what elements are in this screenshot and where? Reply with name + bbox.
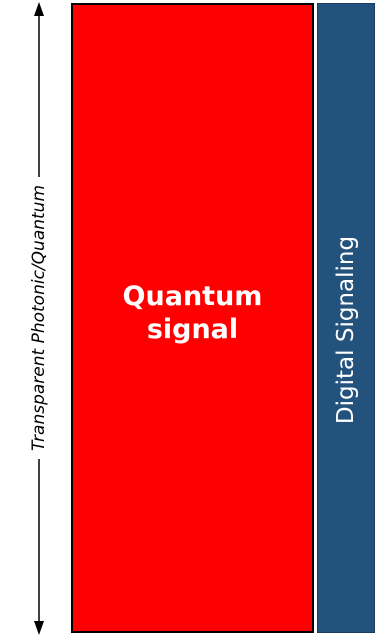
digital-signaling-label: Digital Signaling [333, 235, 359, 425]
axis-label: Transparent Photonic/Quantum [29, 176, 49, 460]
digital-signaling-block [317, 3, 375, 633]
quantum-signal-block [71, 3, 314, 633]
arrow-head-up-icon [34, 2, 44, 16]
quantum-signal-label: Quantum signal [71, 280, 314, 346]
quantum-signal-line1: Quantum [122, 281, 263, 312]
quantum-signal-line2: signal [146, 314, 239, 345]
arrow-head-down-icon [34, 621, 44, 635]
